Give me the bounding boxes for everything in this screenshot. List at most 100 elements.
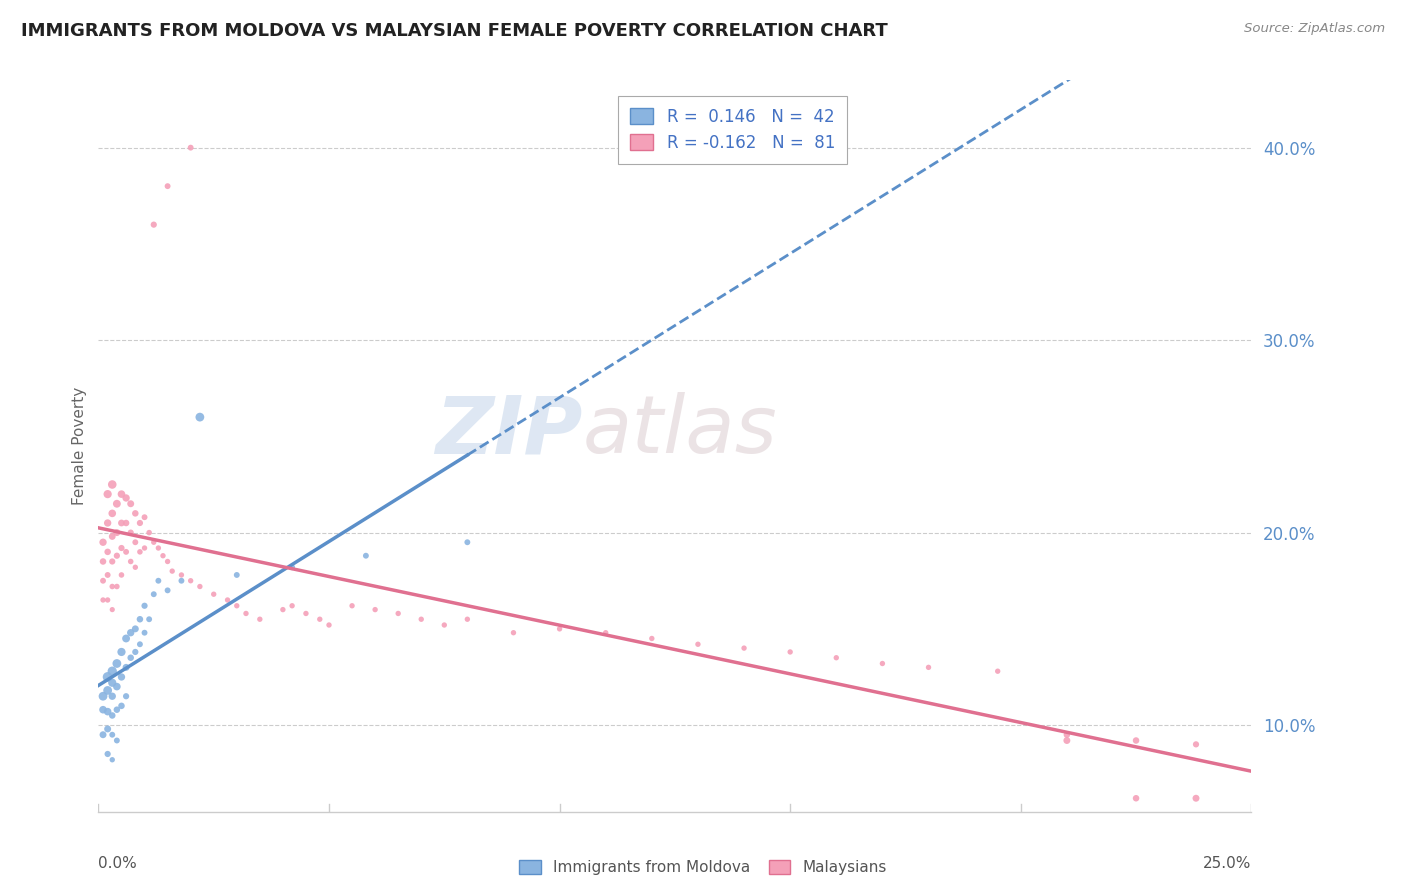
Point <box>456 535 478 549</box>
Point <box>101 477 124 491</box>
Point <box>138 612 160 626</box>
Point <box>101 602 124 616</box>
Legend: Immigrants from Moldova, Malaysians: Immigrants from Moldova, Malaysians <box>513 854 893 881</box>
Point <box>825 650 848 665</box>
Point <box>1125 733 1147 747</box>
Point <box>202 587 225 601</box>
Point <box>91 535 114 549</box>
Point <box>105 657 128 671</box>
Point <box>364 602 387 616</box>
Text: 0.0%: 0.0% <box>98 855 138 871</box>
Point <box>110 645 132 659</box>
Point <box>110 568 132 582</box>
Point <box>129 637 152 651</box>
Point <box>110 541 132 555</box>
Point <box>1185 737 1208 751</box>
Point <box>101 753 124 767</box>
Point <box>502 625 524 640</box>
Point <box>105 703 128 717</box>
Point <box>105 680 128 694</box>
Point <box>249 612 271 626</box>
Point <box>120 497 142 511</box>
Point <box>308 612 330 626</box>
Point <box>225 568 247 582</box>
Point <box>97 722 120 736</box>
Point <box>110 516 132 530</box>
Point <box>318 618 340 632</box>
Point <box>134 510 156 524</box>
Point <box>120 525 142 540</box>
Point <box>156 583 179 598</box>
Point <box>97 683 120 698</box>
Point <box>105 733 128 747</box>
Point <box>354 549 377 563</box>
Point <box>97 487 120 501</box>
Point <box>281 599 304 613</box>
Point <box>138 525 160 540</box>
Point <box>110 670 132 684</box>
Point <box>142 535 165 549</box>
Text: ZIP: ZIP <box>436 392 582 470</box>
Point <box>548 622 571 636</box>
Point <box>120 650 142 665</box>
Point <box>340 599 363 613</box>
Point <box>110 487 132 501</box>
Point <box>91 690 114 704</box>
Point <box>156 554 179 568</box>
Point <box>152 549 174 563</box>
Point <box>917 660 939 674</box>
Point <box>148 574 170 588</box>
Point <box>97 545 120 559</box>
Point <box>686 637 709 651</box>
Point <box>115 491 138 505</box>
Point <box>91 554 114 568</box>
Point <box>91 574 114 588</box>
Point <box>101 664 124 678</box>
Point <box>105 497 128 511</box>
Point <box>225 599 247 613</box>
Point <box>188 410 211 425</box>
Point <box>1056 728 1078 742</box>
Point <box>271 602 294 616</box>
Point <box>115 690 138 704</box>
Point <box>101 708 124 723</box>
Point <box>101 580 124 594</box>
Point <box>142 587 165 601</box>
Point <box>91 728 114 742</box>
Point <box>97 670 120 684</box>
Point <box>115 516 138 530</box>
Point <box>115 632 138 646</box>
Point <box>170 574 193 588</box>
Point <box>217 593 239 607</box>
Point <box>641 632 664 646</box>
Text: atlas: atlas <box>582 392 778 470</box>
Point <box>124 560 146 574</box>
Point <box>110 698 132 713</box>
Point <box>101 690 124 704</box>
Point <box>97 516 120 530</box>
Point <box>387 607 409 621</box>
Point <box>134 541 156 555</box>
Point <box>101 507 124 521</box>
Point <box>105 549 128 563</box>
Point <box>180 574 202 588</box>
Point <box>779 645 801 659</box>
Point <box>120 625 142 640</box>
Legend: R =  0.146   N =  42, R = -0.162   N =  81: R = 0.146 N = 42, R = -0.162 N = 81 <box>619 96 846 163</box>
Point <box>235 607 257 621</box>
Point <box>129 612 152 626</box>
Point <box>295 607 318 621</box>
Point <box>148 541 170 555</box>
Point <box>433 618 456 632</box>
Point <box>91 703 114 717</box>
Point <box>101 675 124 690</box>
Point <box>142 218 165 232</box>
Point <box>101 728 124 742</box>
Point <box>129 516 152 530</box>
Point <box>733 641 755 656</box>
Point <box>115 545 138 559</box>
Point <box>1185 791 1208 805</box>
Point <box>281 560 304 574</box>
Point <box>105 525 128 540</box>
Point <box>160 564 183 578</box>
